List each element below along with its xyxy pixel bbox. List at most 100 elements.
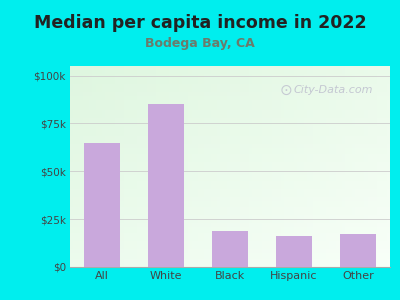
- Bar: [70, 265, 390, 267]
- Bar: [70, 82, 390, 84]
- Bar: [70, 68, 390, 70]
- Bar: [195, 66, 198, 267]
- Bar: [70, 142, 390, 144]
- Bar: [70, 223, 390, 225]
- Bar: [272, 66, 275, 267]
- Bar: [70, 229, 390, 231]
- Bar: [70, 114, 390, 116]
- Bar: [70, 221, 390, 223]
- Bar: [233, 66, 236, 267]
- Bar: [176, 66, 179, 267]
- Bar: [320, 66, 323, 267]
- Bar: [339, 66, 342, 267]
- Bar: [156, 66, 160, 267]
- Bar: [70, 106, 390, 108]
- Bar: [84, 142, 120, 267]
- Bar: [70, 144, 390, 146]
- Bar: [276, 236, 312, 267]
- Bar: [380, 66, 384, 267]
- Bar: [70, 193, 390, 195]
- Bar: [131, 66, 134, 267]
- Bar: [208, 66, 211, 267]
- Bar: [70, 239, 390, 241]
- Bar: [70, 104, 390, 106]
- Bar: [300, 66, 304, 267]
- Bar: [70, 175, 390, 176]
- Bar: [179, 66, 182, 267]
- Bar: [70, 172, 390, 175]
- Bar: [118, 66, 121, 267]
- Bar: [124, 66, 128, 267]
- Bar: [70, 255, 390, 257]
- Bar: [374, 66, 377, 267]
- Bar: [252, 66, 256, 267]
- Bar: [70, 116, 390, 118]
- Bar: [70, 86, 390, 88]
- Bar: [70, 160, 390, 163]
- Bar: [70, 156, 390, 158]
- Bar: [83, 66, 86, 267]
- Bar: [70, 158, 390, 160]
- Bar: [70, 199, 390, 201]
- Bar: [166, 66, 169, 267]
- Bar: [70, 138, 390, 140]
- Bar: [284, 66, 288, 267]
- Bar: [150, 66, 153, 267]
- Bar: [70, 88, 390, 90]
- Bar: [140, 66, 144, 267]
- Bar: [70, 110, 390, 112]
- Bar: [220, 66, 224, 267]
- Bar: [70, 251, 390, 253]
- Bar: [371, 66, 374, 267]
- Bar: [70, 112, 390, 114]
- Bar: [70, 74, 390, 76]
- Bar: [323, 66, 326, 267]
- Bar: [70, 72, 390, 74]
- Bar: [144, 66, 147, 267]
- Bar: [358, 66, 361, 267]
- Bar: [70, 76, 390, 78]
- Bar: [316, 66, 320, 267]
- Bar: [227, 66, 230, 267]
- Bar: [70, 231, 390, 233]
- Bar: [304, 66, 307, 267]
- Bar: [70, 66, 73, 267]
- Bar: [70, 136, 390, 138]
- Bar: [112, 66, 115, 267]
- Bar: [70, 237, 390, 239]
- Bar: [294, 66, 297, 267]
- Bar: [115, 66, 118, 267]
- Bar: [345, 66, 348, 267]
- Bar: [342, 66, 345, 267]
- Bar: [70, 122, 390, 124]
- Bar: [355, 66, 358, 267]
- Bar: [310, 66, 313, 267]
- Bar: [70, 187, 390, 189]
- Bar: [240, 66, 243, 267]
- Bar: [70, 233, 390, 235]
- Bar: [340, 235, 376, 267]
- Bar: [70, 80, 390, 82]
- Bar: [99, 66, 102, 267]
- Bar: [332, 66, 336, 267]
- Bar: [326, 66, 329, 267]
- Bar: [70, 169, 390, 170]
- Bar: [70, 189, 390, 190]
- Bar: [70, 96, 390, 98]
- Bar: [217, 66, 220, 267]
- Bar: [268, 66, 272, 267]
- Bar: [70, 167, 390, 169]
- Bar: [230, 66, 233, 267]
- Bar: [297, 66, 300, 267]
- Bar: [70, 197, 390, 199]
- Bar: [281, 66, 284, 267]
- Bar: [70, 259, 390, 261]
- Bar: [148, 104, 184, 267]
- Bar: [278, 66, 281, 267]
- Bar: [70, 190, 390, 193]
- Bar: [387, 66, 390, 267]
- Bar: [336, 66, 339, 267]
- Bar: [70, 94, 390, 96]
- Bar: [96, 66, 99, 267]
- Bar: [262, 66, 265, 267]
